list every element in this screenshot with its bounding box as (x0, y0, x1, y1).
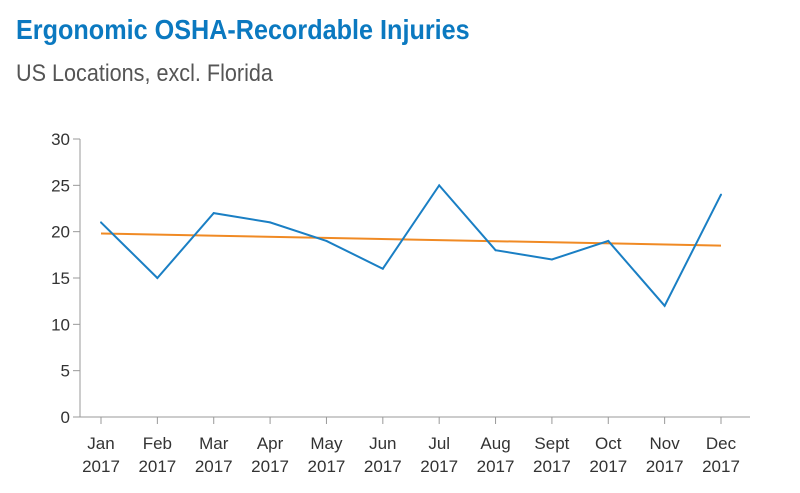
x-tick-label-year: 2017 (646, 457, 684, 476)
chart-title: Ergonomic OSHA-Recordable Injuries (16, 14, 470, 45)
x-tick-label-month: Apr (257, 434, 284, 453)
x-tick-label-month: Jan (87, 434, 114, 453)
x-tick-label-year: 2017 (589, 457, 627, 476)
data-point (156, 277, 159, 279)
x-tick-label-year: 2017 (195, 457, 233, 476)
y-tick-label: 25 (51, 176, 70, 195)
x-tick-label-month: Oct (595, 434, 622, 453)
data-point (100, 221, 102, 224)
y-tick-label: 20 (51, 223, 70, 242)
series-line (100, 183, 722, 308)
trendline (100, 232, 722, 247)
x-tick-label-month: Dec (706, 434, 737, 453)
x-tick-label-year: 2017 (533, 457, 571, 476)
x-tick-label-month: Mar (199, 434, 229, 453)
y-tick-label: 10 (51, 315, 70, 334)
x-tick-label-month: Nov (650, 434, 681, 453)
chart-subtitle: US Locations, excl. Florida (16, 60, 273, 87)
x-tick-label-year: 2017 (420, 457, 458, 476)
x-tick-label-month: Jun (369, 434, 396, 453)
x-tick-label-month: Feb (143, 434, 172, 453)
data-point (607, 239, 610, 242)
x-tick-label-year: 2017 (251, 457, 289, 476)
data-point (212, 212, 215, 215)
y-tick-label: 5 (61, 362, 70, 381)
data-point (663, 304, 666, 307)
data-point (550, 258, 553, 261)
x-tick-label-year: 2017 (138, 457, 176, 476)
x-tick-label-year: 2017 (702, 457, 740, 476)
y-tick-label: 0 (61, 408, 70, 427)
x-tick-label-month: May (310, 434, 343, 453)
series-group (100, 183, 722, 308)
x-tick-label-year: 2017 (82, 457, 120, 476)
x-tick-label-month: Aug (480, 434, 510, 453)
x-tick-label-year: 2017 (364, 457, 402, 476)
trendline-group (100, 232, 722, 247)
x-tick-label-year: 2017 (308, 457, 346, 476)
data-point (720, 193, 722, 196)
tick-labels-group: 0 5 10 15 20 25 30 Jan 2017 Feb 2017 Mar 2017 Apr 2017… (51, 130, 740, 476)
y-tick-label: 15 (51, 269, 70, 288)
x-tick-label-year: 2017 (477, 457, 515, 476)
x-tick-label-month: Jul (428, 434, 450, 453)
data-point (325, 239, 328, 242)
chart-axes (73, 138, 750, 424)
data-point (381, 267, 384, 270)
x-tick-label-month: Sept (534, 434, 569, 453)
data-point (269, 221, 272, 224)
data-point (438, 184, 441, 187)
y-tick-label: 30 (51, 130, 70, 149)
data-point (494, 249, 497, 252)
